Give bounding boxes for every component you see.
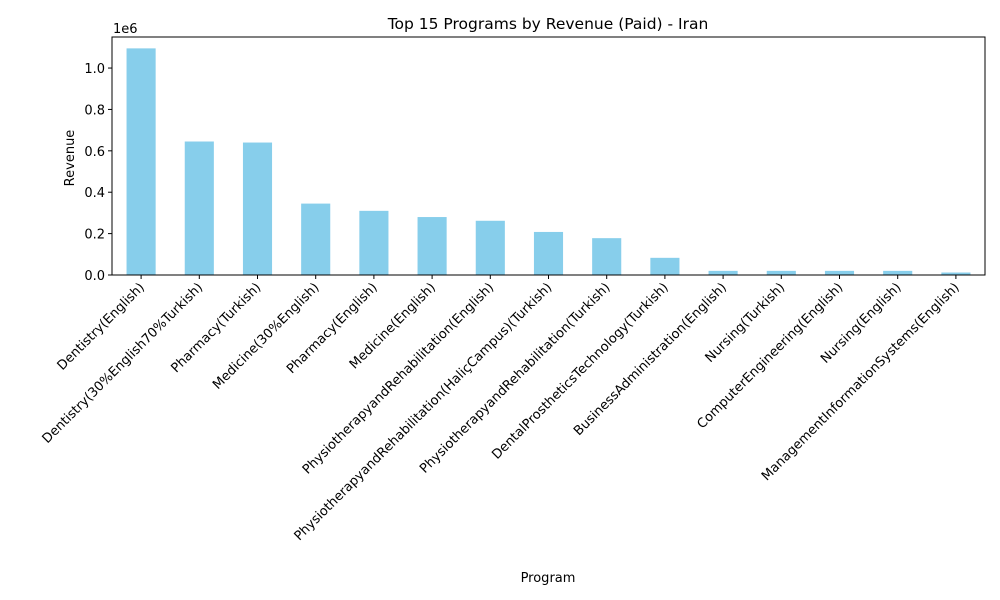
y-tick-label: 0.0 [84,269,105,284]
bar-9 [650,257,680,275]
y-tick-label: 0.4 [84,186,105,201]
x-tick-label: Medicine(30%English) [210,280,322,392]
plot-frame [111,36,986,276]
bar-11 [766,270,796,275]
chart-title: Top 15 Programs by Revenue (Paid) - Iran [387,15,709,33]
bar-4 [359,210,389,275]
y-axis-label: Revenue [63,130,78,187]
bars-group [126,48,971,275]
bar-7 [533,231,564,275]
bar-2 [242,142,273,275]
x-axis-label: Program [521,571,576,586]
y-tick-label: 0.2 [84,228,105,243]
bar-0 [126,48,156,275]
bar-13 [883,270,913,275]
bar-14 [941,272,971,275]
x-ticks-group: Dentistry(English)Dentistry(30%English70… [40,275,963,544]
y-axis-offset-label: 1e6 [113,22,138,37]
bar-1 [184,141,214,275]
bar-3 [301,203,331,275]
y-tick-label: 0.6 [84,145,105,160]
y-ticks-group: 0.0 0.2 0.4 0.6 0.8 1.0 [84,62,112,284]
y-tick-label: 1.0 [84,62,105,77]
x-tick-label: ManagementInformationSystems(English) [759,280,963,484]
bar-5 [417,217,447,275]
bar-12 [824,270,855,275]
bar-10 [708,270,738,275]
bar-8 [592,238,622,275]
y-tick-label: 0.8 [84,103,105,118]
bar-6 [475,220,505,275]
